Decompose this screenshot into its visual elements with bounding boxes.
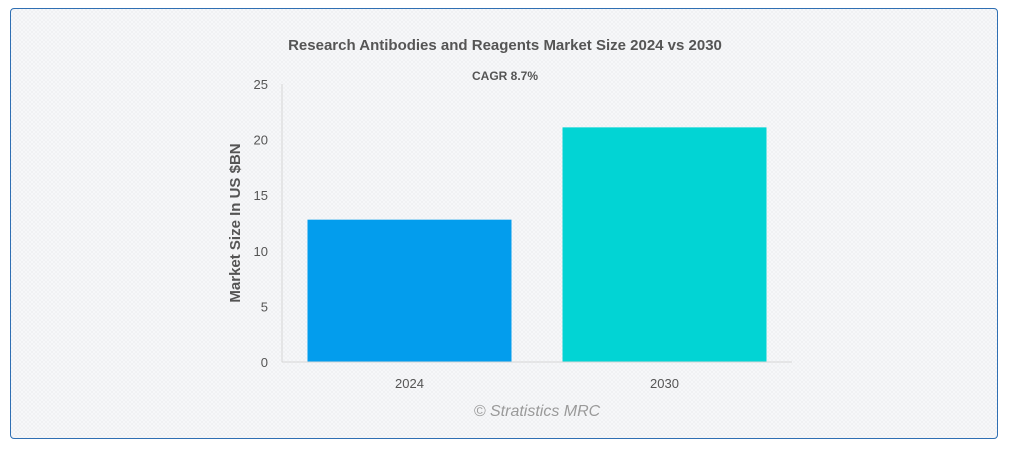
x-axis: 2024 2030 xyxy=(282,361,792,391)
y-tick-label: 10 xyxy=(254,244,268,259)
y-axis: 0 5 10 15 20 25 xyxy=(254,77,283,370)
bar-2030[interactable] xyxy=(562,127,767,362)
y-tick-label: 15 xyxy=(254,188,268,203)
credit-watermark: © Stratistics MRC xyxy=(474,403,601,420)
x-tick-label: 2024 xyxy=(395,376,424,391)
y-tick-label: 5 xyxy=(261,299,268,314)
y-tick-label: 0 xyxy=(261,355,268,370)
y-tick-label: 20 xyxy=(254,133,268,148)
chart-subtitle: CAGR 8.7% xyxy=(472,69,538,83)
bars-group xyxy=(307,127,767,362)
y-axis-label: Market Size In US $BN xyxy=(227,143,244,302)
x-tick-label: 2030 xyxy=(650,376,679,391)
y-tick-label: 25 xyxy=(254,77,268,92)
chart-title: Research Antibodies and Reagents Market … xyxy=(288,37,722,54)
bar-2024[interactable] xyxy=(307,219,512,362)
